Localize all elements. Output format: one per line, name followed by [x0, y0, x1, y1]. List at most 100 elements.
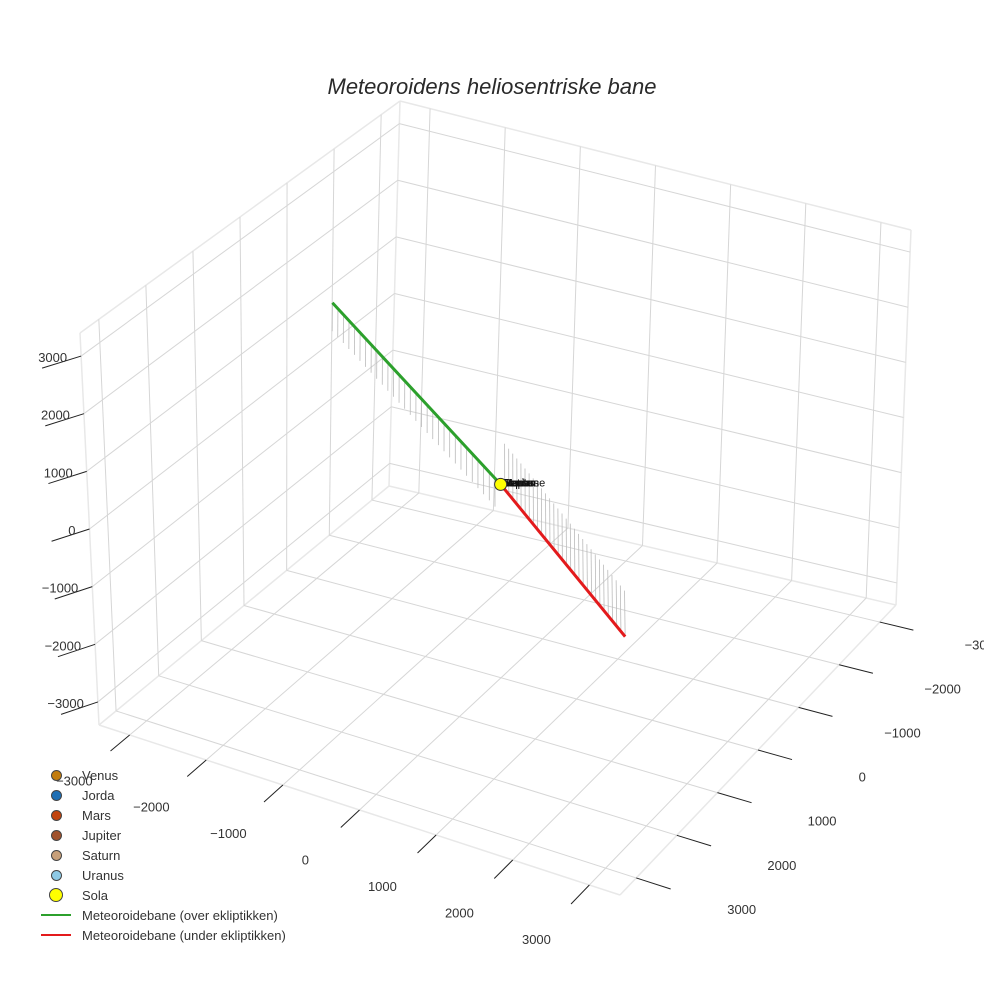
axis-ticks — [41, 355, 914, 905]
chart-title: Meteoroidens heliosentriske bane — [327, 74, 657, 99]
left-wall-gridline — [145, 285, 160, 676]
legend: Venus Jorda Mars Jupiter Saturn Uranus S… — [38, 765, 286, 945]
floor-gridline — [158, 675, 677, 836]
z-axis-tick-label: 2000 — [41, 408, 70, 423]
z-axis-tick — [54, 586, 93, 600]
z-axis-tick — [51, 528, 90, 542]
floor-gridline — [512, 580, 792, 861]
back-wall-gridline — [791, 203, 807, 581]
y-axis-tick — [110, 734, 130, 752]
back-wall-gridline — [395, 236, 906, 363]
y-axis-tick-label: −3000 — [56, 773, 93, 788]
back-wall-gridline — [399, 123, 911, 253]
venus-marker-icon — [50, 769, 62, 781]
legend-item-under-ecliptic[interactable]: Meteoroidebane (under ekliptikken) — [38, 925, 286, 945]
legend-item-saturn[interactable]: Saturn — [38, 845, 286, 865]
x-axis-tick-label: 3000 — [727, 902, 756, 917]
z-axis-tick-label: −1000 — [42, 581, 79, 596]
x-axis-tick — [798, 706, 833, 717]
planet-label: Uranus — [504, 477, 540, 489]
legend-item-mars[interactable]: Mars — [38, 805, 286, 825]
planet-label: Mars — [504, 477, 529, 489]
uranus-marker-icon — [50, 869, 62, 881]
saturn-marker-icon — [50, 849, 62, 861]
x-axis-tick — [636, 877, 671, 890]
red-trajectory — [499, 483, 627, 638]
z-axis-tick-label: 1000 — [44, 465, 73, 480]
legend-item-venus[interactable]: Venus — [38, 765, 286, 785]
left-wall-gridline — [98, 319, 117, 711]
z-axis-tick-label: 0 — [68, 523, 75, 538]
planet-label: Saturn — [504, 477, 536, 489]
z-axis-tick — [60, 701, 99, 715]
back-wall-gridline — [394, 293, 904, 418]
y-axis-tick — [186, 759, 207, 777]
x-axis-tick — [717, 792, 752, 804]
x-axis-tick-label: 2000 — [767, 858, 796, 873]
y-axis-tick-label: −1000 — [210, 826, 247, 841]
floor-gridline — [201, 640, 718, 794]
axis-tick-labels: −3000 −3000 −3000 −2000 −2000 −2000 −1000 −1000… — [38, 350, 984, 947]
z-axis-tick-label: −3000 — [47, 696, 84, 711]
floor-gridline — [435, 562, 718, 836]
z-axis-tick — [48, 470, 87, 485]
y-axis-tick-label: 0 — [302, 853, 309, 868]
x-axis-tick-label: 0 — [859, 770, 866, 785]
grid-lines — [79, 100, 912, 896]
back-wall-gridline — [397, 179, 909, 308]
legend-item-jorda[interactable]: Jorda — [38, 785, 286, 805]
x-axis-tick-label: 1000 — [808, 814, 837, 829]
drop-line — [615, 580, 618, 627]
left-wall-gridline — [83, 179, 399, 415]
left-wall-gridline — [86, 236, 397, 472]
x-axis-tick — [757, 749, 793, 761]
y-axis-tick — [417, 834, 437, 854]
earth-marker-icon — [50, 789, 62, 801]
back-wall-gridline — [865, 222, 882, 599]
y-axis-tick — [263, 784, 284, 803]
planet-label: Jorda — [504, 477, 532, 489]
left-wall-gridline — [80, 123, 400, 357]
y-axis-tick — [493, 859, 514, 879]
planet-label: Neptune — [504, 477, 546, 489]
sun-marker-icon — [49, 888, 63, 902]
y-axis-tick — [570, 884, 590, 905]
z-axis-tick — [41, 355, 82, 369]
mars-marker-icon — [50, 809, 62, 821]
red-line-icon — [41, 934, 71, 936]
x-axis-tick-label: −3000 — [965, 637, 984, 652]
drop-line — [603, 564, 605, 611]
legend-item-over-ecliptic[interactable]: Meteoroidebane (over ekliptikken) — [38, 905, 286, 925]
drop-line — [624, 590, 626, 637]
green-line-icon — [41, 914, 71, 916]
back-wall-gridline — [716, 184, 732, 564]
floor-gridline — [588, 597, 867, 886]
left-wall-gridline — [192, 251, 202, 641]
jupiter-marker-icon — [50, 829, 62, 841]
planet-label: Jupiter — [504, 477, 537, 489]
x-axis-tick — [676, 834, 712, 847]
x-axis-tick — [879, 621, 914, 631]
legend-item-jupiter[interactable]: Jupiter — [38, 825, 286, 845]
y-axis-tick-label: 3000 — [522, 932, 551, 947]
legend-item-uranus[interactable]: Uranus — [38, 865, 286, 885]
drop-line — [594, 554, 597, 601]
drop-line — [611, 575, 613, 621]
x-axis-tick-label: −2000 — [924, 681, 961, 696]
green-trajectory — [331, 301, 502, 486]
drop-line — [598, 559, 601, 606]
planet-label: Venus — [504, 477, 535, 489]
z-axis-tick — [57, 643, 96, 658]
legend-item-sola[interactable]: Sola — [38, 885, 286, 905]
z-axis-tick — [45, 413, 85, 427]
z-axis-tick-label: 3000 — [38, 350, 67, 365]
drop-line — [607, 569, 609, 616]
z-axis-tick-label: −2000 — [45, 638, 82, 653]
y-axis-tick-label: 1000 — [368, 879, 397, 894]
floor-gridline — [115, 710, 637, 879]
y-axis-tick-label: 2000 — [445, 905, 474, 920]
x-axis-tick-label: −1000 — [884, 726, 921, 741]
sun-marker[interactable] — [494, 477, 508, 491]
